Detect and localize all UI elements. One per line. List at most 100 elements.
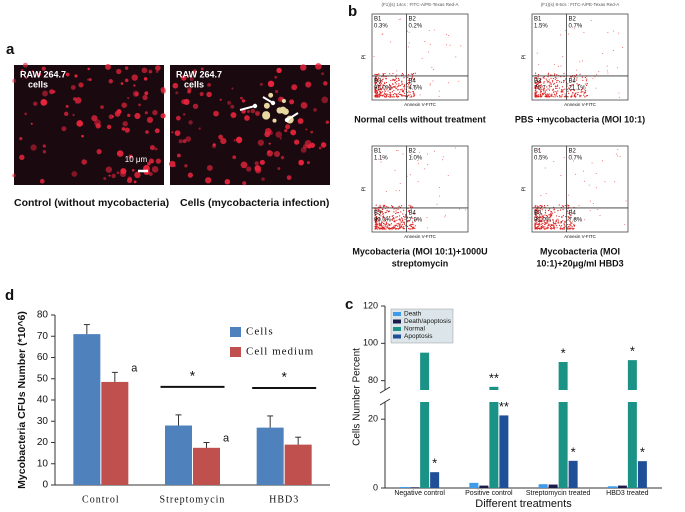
- event-dot: [539, 205, 541, 207]
- event-dot: [413, 84, 415, 87]
- event-dot: [546, 219, 548, 222]
- event-dot: [397, 208, 399, 210]
- event-dot: [401, 95, 403, 97]
- event-dot: [552, 88, 555, 90]
- event-dot: [396, 74, 398, 76]
- event-dot: [396, 86, 398, 88]
- event-dot: [567, 228, 570, 230]
- event-dot: [408, 84, 410, 86]
- event-dot: [374, 95, 376, 98]
- plot-header: (F1)(s) 14cs : FITC-A/PE-Texas Red-A: [381, 2, 458, 7]
- legend-swatch: [230, 347, 241, 357]
- event-dot: [397, 95, 399, 97]
- event-dot: [555, 87, 557, 89]
- event-dot: [568, 217, 570, 220]
- event-dot: [565, 29, 567, 31]
- event-dot: [578, 204, 580, 206]
- significance-mark: *: [640, 445, 645, 460]
- event-dot: [410, 94, 412, 96]
- event-dot: [538, 149, 540, 151]
- event-dot: [403, 209, 405, 211]
- event-dot: [579, 61, 581, 63]
- event-dot: [374, 212, 376, 214]
- event-dot: [379, 225, 381, 227]
- cell-dot: [171, 131, 174, 134]
- event-dot: [385, 94, 388, 97]
- event-dot: [395, 96, 398, 98]
- event-dot: [401, 217, 403, 219]
- quadrant-value: 0.5%: [534, 156, 548, 162]
- event-dot: [547, 72, 550, 74]
- event-dot: [536, 228, 538, 230]
- cell-dot: [192, 103, 199, 109]
- event-dot: [563, 96, 565, 98]
- event-dot: [607, 32, 609, 34]
- event-dot: [401, 218, 403, 220]
- event-dot: [381, 91, 384, 93]
- event-dot: [401, 74, 403, 76]
- event-dot: [537, 212, 539, 214]
- cell-dot: [146, 116, 154, 124]
- event-dot: [378, 84, 380, 87]
- legend-label: Death/apoptosis: [404, 318, 452, 325]
- legend-swatch: [230, 327, 241, 337]
- cell-dot: [313, 108, 317, 112]
- event-dot: [535, 219, 537, 221]
- event-dot: [559, 209, 562, 211]
- cell-dot: [144, 91, 149, 96]
- bar: [607, 486, 617, 488]
- event-dot: [414, 227, 416, 230]
- event-dot: [543, 81, 545, 83]
- event-dot: [534, 72, 537, 74]
- event-dot: [557, 84, 559, 86]
- legend-label: Apoptosis: [404, 333, 433, 340]
- plot-caption: Normal cells without treatment: [354, 114, 486, 124]
- event-dot: [388, 86, 390, 89]
- event-dot: [543, 76, 545, 78]
- cell-dot: [108, 174, 111, 177]
- event-dot: [379, 91, 381, 93]
- axis-label: Annexin V-FITC: [404, 234, 437, 239]
- cell-dot: [259, 159, 265, 165]
- event-dot: [389, 73, 391, 75]
- event-dot: [398, 206, 400, 208]
- axis-break-gap: [379, 390, 664, 402]
- infected-cell: [281, 99, 286, 104]
- event-dot: [553, 226, 555, 228]
- event-dot: [596, 73, 598, 75]
- event-dot: [405, 213, 407, 216]
- event-dot: [539, 94, 541, 97]
- event-dot: [384, 89, 386, 91]
- cell-dot: [142, 94, 148, 101]
- arrow-head: [284, 117, 290, 123]
- cell-dot: [231, 87, 234, 90]
- cell-dot: [230, 104, 235, 109]
- event-dot: [380, 211, 382, 213]
- event-dot: [534, 222, 536, 224]
- event-dot: [545, 96, 547, 98]
- event-dot: [387, 218, 389, 220]
- event-dot: [553, 223, 555, 225]
- cell-dot: [65, 72, 70, 77]
- event-dot: [599, 215, 601, 217]
- infected-cell: [279, 106, 287, 114]
- event-dot: [394, 220, 396, 222]
- event-dot: [394, 169, 396, 171]
- event-dot: [395, 76, 397, 78]
- event-dot: [377, 84, 379, 86]
- cell-dot: [291, 84, 298, 91]
- event-dot: [561, 205, 563, 207]
- event-dot: [402, 153, 404, 155]
- cell-dot: [133, 180, 137, 184]
- cell-dot: [81, 134, 84, 138]
- bar: [568, 460, 578, 488]
- event-dot: [429, 83, 431, 85]
- quadrant-name: B4: [569, 210, 577, 216]
- event-dot: [397, 77, 400, 80]
- cell-dot: [207, 82, 211, 87]
- cell-dot: [154, 128, 160, 134]
- event-dot: [562, 208, 564, 211]
- event-dot: [387, 95, 389, 98]
- event-dot: [399, 227, 401, 230]
- infected-cell: [272, 118, 277, 123]
